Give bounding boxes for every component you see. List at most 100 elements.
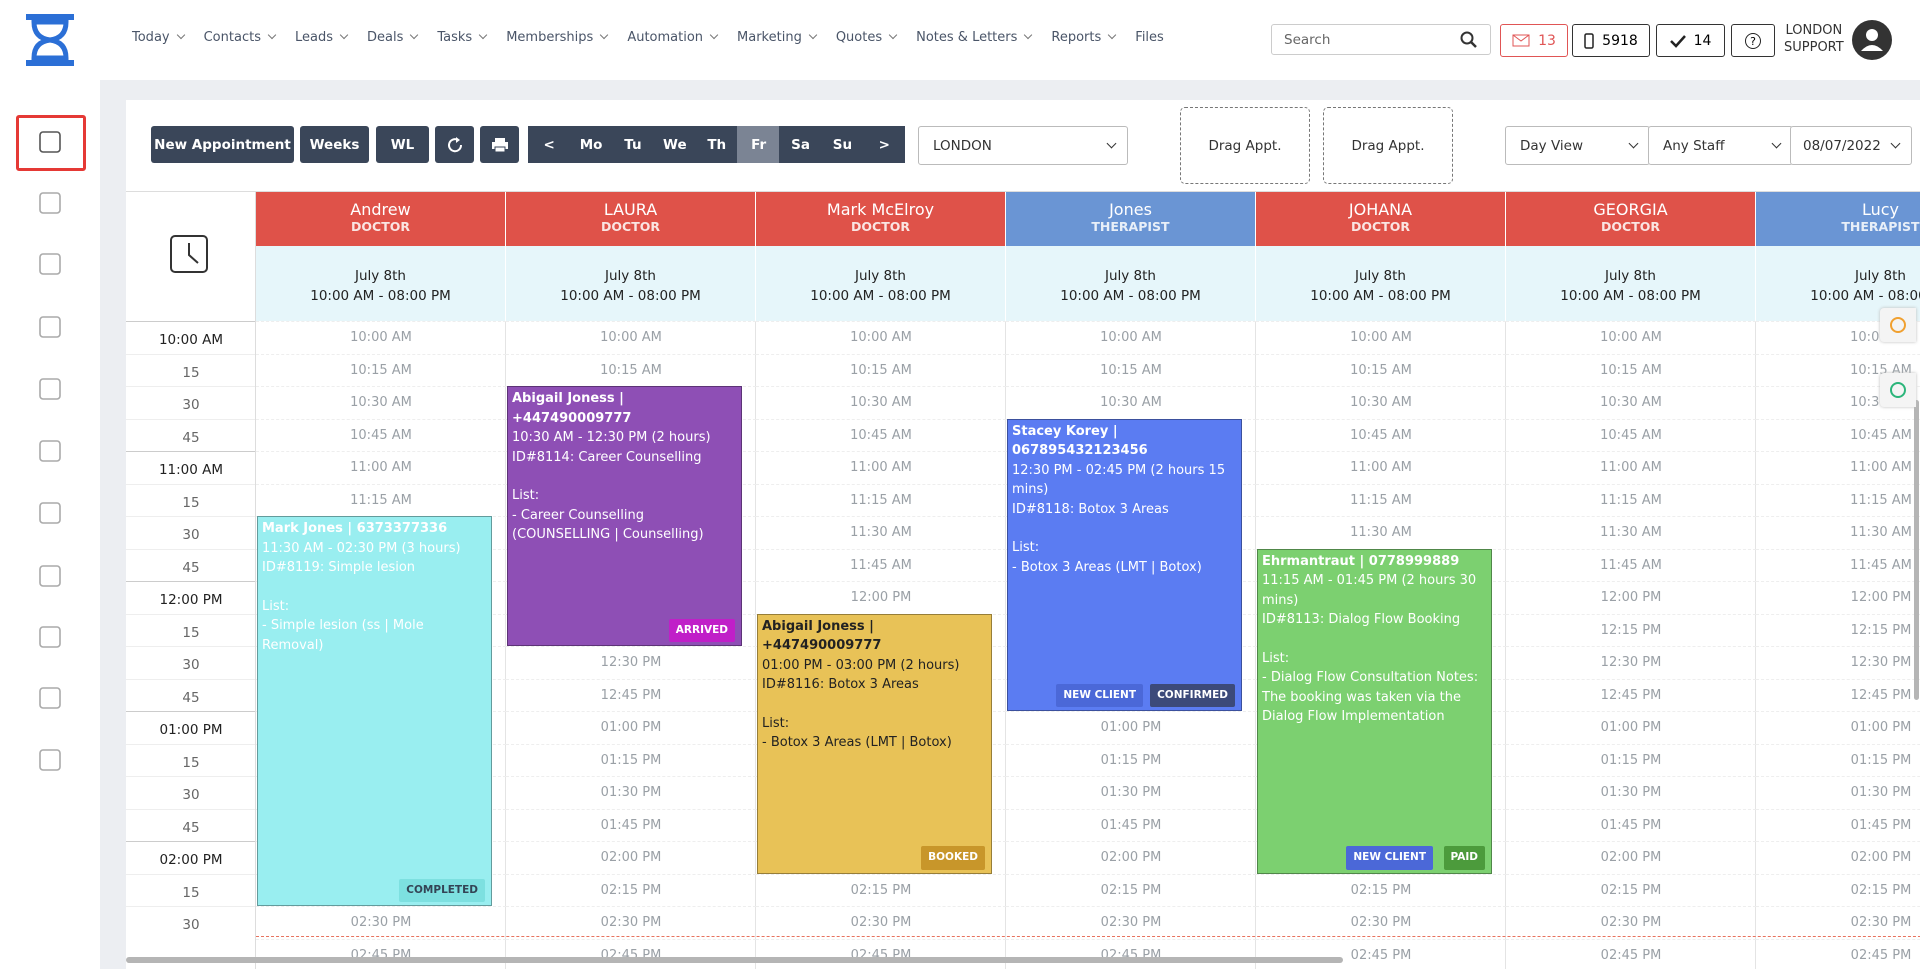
time-slot[interactable]: 11:45 AM <box>1506 548 1756 582</box>
sidebar-icon[interactable] <box>39 502 61 524</box>
nav-item[interactable]: Automation <box>627 30 717 45</box>
time-slot[interactable]: 01:45 PM <box>506 808 756 842</box>
time-slot[interactable]: 10:30 AM <box>1006 386 1256 419</box>
v-scrollbar[interactable] <box>1914 400 1919 700</box>
time-slot[interactable]: 12:30 PM <box>506 646 756 679</box>
time-slot[interactable]: 01:00 PM <box>1756 711 1920 744</box>
time-slot[interactable]: 12:30 PM <box>1506 646 1756 679</box>
time-slot[interactable]: 02:45 PM <box>1756 938 1920 969</box>
appointment[interactable]: Mark Jones | 6373377336 11:30 AM - 02:30 … <box>257 516 492 906</box>
time-slot[interactable]: 10:15 AM <box>506 353 756 387</box>
time-slot[interactable]: 10:00 AM <box>756 321 1006 354</box>
time-slot[interactable]: 10:15 AM <box>256 353 506 387</box>
floating-action[interactable] <box>1880 308 1916 342</box>
time-slot[interactable]: 11:15 AM <box>1756 483 1920 517</box>
staff-header[interactable]: GEORGIA DOCTOR <box>1506 192 1755 246</box>
status-badge[interactable]: ARRIVED <box>668 618 735 642</box>
time-slot[interactable]: 10:15 AM <box>756 353 1006 387</box>
time-slot[interactable]: 10:45 AM <box>756 418 1006 452</box>
nav-item[interactable]: Files <box>1135 30 1164 45</box>
time-slot[interactable]: 02:15 PM <box>1506 873 1756 907</box>
phone-button[interactable]: 5918 <box>1572 24 1650 57</box>
time-slot[interactable]: 11:15 AM <box>256 483 506 517</box>
time-slot[interactable]: 12:45 PM <box>1506 678 1756 712</box>
appointment[interactable]: Abigail Joness | +447490009777 10:30 AM -… <box>507 386 742 646</box>
staff-select[interactable]: Any Staff <box>1648 126 1793 165</box>
staff-header[interactable]: JOHANA DOCTOR <box>1256 192 1505 246</box>
time-slot[interactable]: 10:00 AM <box>256 321 506 354</box>
time-slot[interactable]: 02:15 PM <box>1256 873 1506 907</box>
view-select[interactable]: Day View <box>1505 126 1650 165</box>
time-slot[interactable]: 01:45 PM <box>1006 808 1256 842</box>
time-slot[interactable]: 10:45 AM <box>1756 418 1920 452</box>
time-slot[interactable]: 12:45 PM <box>1756 678 1920 712</box>
staff-header[interactable]: Andrew DOCTOR <box>256 192 505 246</box>
nav-item[interactable]: Marketing <box>737 30 816 45</box>
day-button[interactable]: We <box>653 126 697 163</box>
date-input[interactable]: 08/07/2022 <box>1790 126 1912 165</box>
time-slot[interactable]: 11:30 AM <box>1256 516 1506 549</box>
time-slot[interactable]: 01:15 PM <box>1506 743 1756 777</box>
time-slot[interactable]: 11:45 AM <box>756 548 1006 582</box>
time-slot[interactable]: 02:00 PM <box>1506 841 1756 874</box>
time-slot[interactable]: 11:00 AM <box>256 451 506 484</box>
user-name[interactable]: LONDON SUPPORT <box>1784 22 1844 56</box>
sidebar-icon[interactable] <box>39 316 61 338</box>
time-slot[interactable]: 02:30 PM <box>1006 906 1256 939</box>
time-slot[interactable]: 01:00 PM <box>1506 711 1756 744</box>
time-slot[interactable]: 01:15 PM <box>1006 743 1256 777</box>
time-slot[interactable]: 02:15 PM <box>756 873 1006 907</box>
search-icon[interactable] <box>1460 31 1478 49</box>
time-slot[interactable]: 10:45 AM <box>1256 418 1506 452</box>
nav-item[interactable]: Deals <box>367 30 417 45</box>
time-slot[interactable]: 11:30 AM <box>756 516 1006 549</box>
sidebar-icon[interactable] <box>39 131 61 153</box>
time-slot[interactable]: 10:15 AM <box>1006 353 1256 387</box>
status-badge[interactable]: BOOKED <box>921 846 985 870</box>
time-slot[interactable]: 11:15 AM <box>756 483 1006 517</box>
sidebar-icon[interactable] <box>39 192 61 214</box>
time-slot[interactable]: 10:15 AM <box>1256 353 1506 387</box>
time-slot[interactable]: 12:00 PM <box>756 581 1006 614</box>
time-slot[interactable]: 11:30 AM <box>1506 516 1756 549</box>
search-box[interactable]: Search <box>1271 24 1491 55</box>
status-badge[interactable]: COMPLETED <box>399 878 485 902</box>
nav-item[interactable]: Quotes <box>836 30 896 45</box>
time-slot[interactable]: 11:15 AM <box>1256 483 1506 517</box>
time-slot[interactable]: 02:45 PM <box>256 938 506 969</box>
time-slot[interactable]: 10:00 AM <box>1006 321 1256 354</box>
time-slot[interactable]: 02:30 PM <box>256 906 506 939</box>
day-button[interactable]: Tu <box>611 126 655 163</box>
sidebar-icon[interactable] <box>39 253 61 275</box>
time-slot[interactable]: 02:30 PM <box>1506 906 1756 939</box>
staff-header[interactable]: Mark McElroy DOCTOR <box>756 192 1005 246</box>
toolbar-button[interactable]: WL <box>376 126 429 163</box>
time-slot[interactable]: 11:15 AM <box>1506 483 1756 517</box>
time-slot[interactable]: 02:45 PM <box>1256 938 1506 969</box>
time-slot[interactable]: 02:00 PM <box>1756 841 1920 874</box>
floating-action[interactable] <box>1880 373 1916 407</box>
time-slot[interactable]: 11:00 AM <box>756 451 1006 484</box>
appointment[interactable]: Stacey Korey | 067895432123456 12:30 PM -… <box>1007 418 1242 711</box>
day-button[interactable]: > <box>863 126 906 163</box>
status-badge[interactable]: NEW CLIENT <box>1346 846 1433 870</box>
day-button[interactable]: Sa <box>779 126 822 163</box>
time-slot[interactable]: 01:30 PM <box>506 776 756 809</box>
nav-item[interactable]: Reports <box>1051 30 1115 45</box>
appointment[interactable]: Ehrmantraut | 0778999889 11:15 AM - 01:45… <box>1257 548 1492 874</box>
time-slot[interactable]: 12:15 PM <box>1506 613 1756 647</box>
nav-item[interactable]: Notes & Letters <box>916 30 1031 45</box>
sidebar-icon[interactable] <box>39 687 61 709</box>
day-button[interactable]: < <box>528 126 571 163</box>
time-slot[interactable]: 02:00 PM <box>506 841 756 874</box>
mail-button[interactable]: 13 <box>1500 24 1568 57</box>
avatar[interactable] <box>1851 19 1893 61</box>
day-button[interactable]: Su <box>821 126 864 163</box>
time-slot[interactable]: 01:30 PM <box>1006 776 1256 809</box>
time-slot[interactable]: 12:00 PM <box>1506 581 1756 614</box>
time-slot[interactable]: 01:45 PM <box>1506 808 1756 842</box>
time-slot[interactable]: 02:45 PM <box>506 938 756 969</box>
time-slot[interactable]: 10:30 AM <box>1506 386 1756 419</box>
time-slot[interactable]: 10:45 AM <box>1506 418 1756 452</box>
print-button[interactable] <box>480 126 519 163</box>
